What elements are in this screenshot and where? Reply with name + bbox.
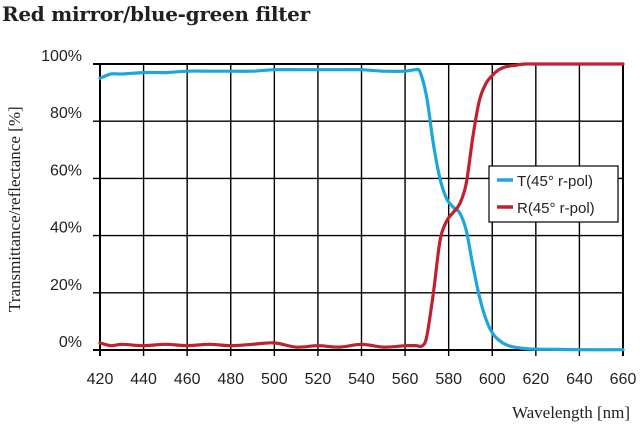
x-tick-label: 460 <box>174 371 201 388</box>
x-tick-label: 600 <box>479 371 506 388</box>
x-tick-label: 620 <box>522 371 549 388</box>
x-tick-label: 640 <box>566 371 593 388</box>
y-axis-label: Transmittance/reflectance [%] <box>5 106 24 312</box>
y-tick-label: 0% <box>59 334 82 351</box>
x-tick-label: 540 <box>348 371 375 388</box>
x-tick-label: 420 <box>87 371 114 388</box>
legend-label-r: R(45° r-pol) <box>517 200 595 217</box>
grid-lines <box>93 63 624 356</box>
legend-label-t: T(45° r-pol) <box>517 173 593 190</box>
legend-box <box>488 165 619 223</box>
y-tick-label: 80% <box>50 105 82 122</box>
y-axis-ticks: 0% 20% 40% 60% 80% 100% <box>41 48 82 351</box>
chart-title: Red mirror/blue-green filter <box>2 2 310 26</box>
x-tick-label: 660 <box>610 371 637 388</box>
legend: T(45° r-pol) R(45° r-pol) <box>488 165 619 223</box>
y-tick-label: 40% <box>50 220 82 237</box>
y-tick-label: 20% <box>50 277 82 294</box>
x-tick-label: 580 <box>435 371 462 388</box>
x-axis-ticks: 420 440 460 480 500 520 540 560 580 600 620 640 660 <box>87 371 637 388</box>
x-axis-label: Wavelength [nm] <box>512 403 630 422</box>
x-tick-label: 560 <box>392 371 419 388</box>
x-tick-label: 500 <box>261 371 288 388</box>
x-tick-label: 480 <box>217 371 244 388</box>
x-tick-label: 520 <box>305 371 332 388</box>
data-series <box>98 62 625 352</box>
y-tick-label: 100% <box>41 48 82 65</box>
x-tick-label: 440 <box>130 371 157 388</box>
y-tick-label: 60% <box>50 162 82 179</box>
reflectance-line <box>98 62 625 349</box>
transmittance-line <box>98 67 625 352</box>
